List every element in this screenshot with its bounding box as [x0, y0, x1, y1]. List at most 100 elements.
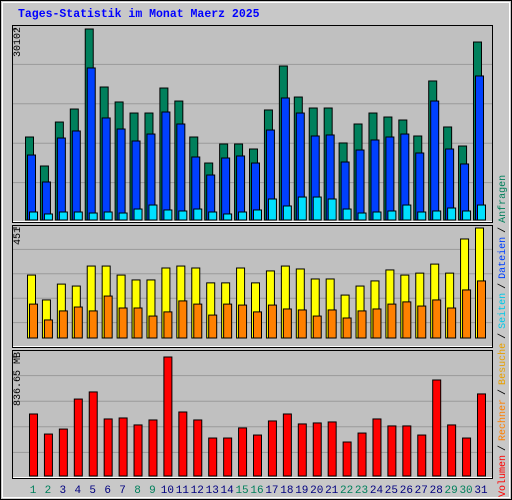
bar [43, 213, 53, 221]
bar [29, 303, 38, 339]
x-tick-label: 11 [176, 485, 190, 497]
bar [357, 432, 367, 477]
bar [253, 434, 262, 477]
x-tick-label: 5 [89, 485, 96, 497]
bar [385, 136, 395, 221]
bar [282, 205, 292, 221]
bar [238, 211, 248, 221]
bar [43, 433, 53, 477]
legend-entry: Besuche [497, 343, 509, 385]
bar [475, 75, 484, 221]
bar [430, 100, 440, 221]
bar [148, 419, 158, 477]
y-tick-label: 836.65 MB [13, 352, 24, 406]
bar [103, 211, 113, 221]
bar [86, 67, 96, 221]
x-tick-label: 21 [325, 485, 339, 497]
bar [253, 209, 262, 221]
bar [161, 111, 171, 221]
x-tick-label: 30 [459, 485, 472, 497]
bar [176, 123, 186, 221]
bar [133, 307, 143, 339]
bar [103, 295, 113, 339]
bar [43, 319, 53, 339]
x-tick-label: 22 [340, 485, 353, 497]
bar [101, 117, 111, 221]
x-tick-label: 2 [45, 485, 52, 497]
x-tick-label: 28 [430, 485, 443, 497]
bar [370, 139, 380, 221]
bar [208, 437, 218, 477]
bar [118, 212, 128, 221]
x-tick-label: 19 [295, 485, 308, 497]
legend-entry: Volumen [497, 455, 509, 497]
bar [417, 211, 427, 221]
bar [462, 210, 472, 221]
bar [29, 211, 38, 221]
bar [372, 211, 382, 221]
bar [73, 306, 83, 339]
x-tick-label: 8 [134, 485, 141, 497]
bar [238, 304, 248, 339]
x-tick-label: 7 [119, 485, 126, 497]
bar [208, 314, 218, 339]
bar [133, 208, 143, 221]
bar [477, 393, 486, 477]
bar [253, 311, 262, 339]
bar [267, 304, 277, 339]
bar [223, 303, 233, 339]
bar [447, 207, 457, 221]
bar [432, 299, 442, 339]
x-tick-label: 31 [474, 485, 488, 497]
bar [103, 418, 113, 477]
bar [27, 154, 36, 221]
legend-entry: Anfragen [497, 175, 509, 223]
bar [357, 310, 367, 339]
x-tick-label: 1 [30, 485, 37, 497]
bar [148, 315, 158, 339]
bar [223, 437, 233, 477]
bar [312, 422, 322, 477]
x-tick-label: 6 [104, 485, 111, 497]
bar [118, 307, 128, 339]
chart-title: Tages-Statistik im Monat Maerz 2025 [18, 8, 260, 21]
x-tick-label: 17 [265, 485, 278, 497]
x-tick-label: 4 [74, 485, 81, 497]
y-tick-label: 451 [13, 227, 24, 245]
bar [208, 211, 218, 221]
bar [327, 198, 337, 221]
legend-entry: Dateien [497, 237, 509, 279]
bar [297, 309, 307, 339]
bar [297, 423, 307, 477]
bar [73, 398, 83, 477]
bar [88, 212, 98, 221]
bar [116, 128, 126, 221]
bar [178, 300, 188, 339]
bar [282, 413, 292, 477]
x-tick-label: 24 [370, 485, 384, 497]
bar [221, 157, 231, 221]
legend-separator: / [497, 227, 509, 233]
bar [327, 309, 337, 339]
x-tick-label: 3 [60, 485, 67, 497]
bar [56, 137, 66, 221]
x-tick-label: 10 [161, 485, 174, 497]
x-tick-label: 26 [400, 485, 413, 497]
bar [462, 289, 472, 339]
bar [88, 310, 98, 339]
bar [477, 204, 486, 221]
bar [71, 130, 81, 221]
bar [58, 211, 68, 221]
bar [297, 196, 307, 221]
bar [327, 421, 337, 477]
x-tick-label: 27 [415, 485, 428, 497]
bar [372, 308, 382, 339]
bar [342, 208, 352, 221]
legend-separator: / [497, 389, 509, 395]
bar [415, 152, 425, 221]
bar [118, 417, 128, 477]
bar [178, 411, 188, 477]
x-tick-label: 13 [206, 485, 219, 497]
bar [267, 420, 277, 477]
